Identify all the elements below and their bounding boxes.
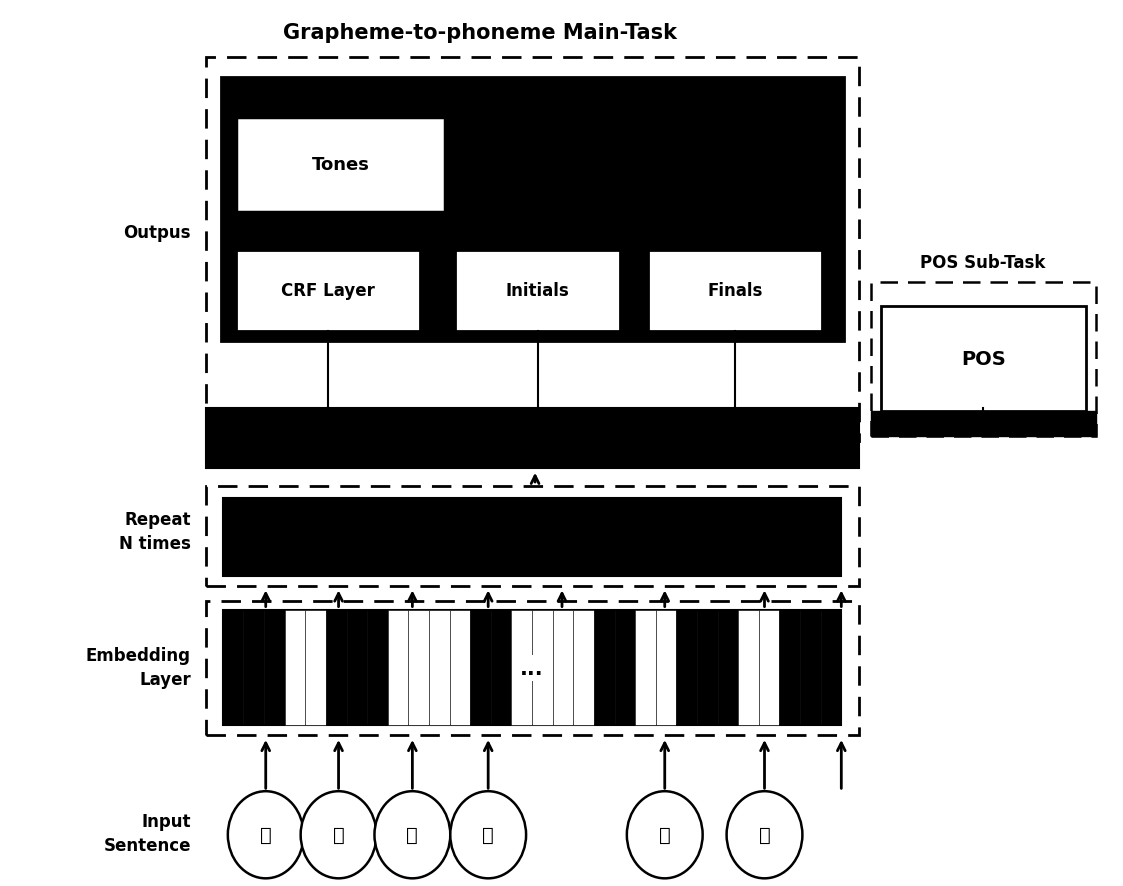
Text: 书: 书	[332, 826, 345, 844]
Bar	[871, 412, 1096, 437]
Bar	[532, 610, 553, 726]
Bar	[648, 251, 822, 332]
Bar	[222, 498, 841, 576]
Ellipse shape	[450, 791, 526, 878]
Bar	[429, 610, 449, 726]
Bar	[491, 610, 511, 726]
Bar	[449, 610, 471, 726]
Text: Initials: Initials	[505, 282, 569, 300]
Bar	[206, 58, 859, 441]
Bar	[614, 610, 636, 726]
Text: Finals: Finals	[707, 282, 763, 300]
Bar	[656, 610, 676, 726]
Bar	[636, 610, 656, 726]
Text: 给: 给	[659, 826, 670, 844]
Text: 归: 归	[407, 826, 418, 844]
Bar	[676, 610, 697, 726]
Text: ...: ...	[520, 658, 544, 678]
Bar	[221, 78, 844, 342]
Bar	[759, 610, 779, 726]
Bar	[244, 610, 264, 726]
Bar	[471, 610, 491, 726]
Bar	[594, 610, 614, 726]
Text: Grapheme-to-phoneme Main-Task: Grapheme-to-phoneme Main-Task	[283, 23, 677, 43]
Text: POS Sub-Task: POS Sub-Task	[920, 253, 1046, 271]
Bar	[236, 251, 420, 332]
Ellipse shape	[228, 791, 303, 878]
Bar	[264, 610, 285, 726]
Bar	[347, 610, 367, 726]
Ellipse shape	[374, 791, 450, 878]
Bar	[206, 408, 859, 469]
Bar	[206, 486, 859, 586]
Ellipse shape	[627, 791, 703, 878]
Ellipse shape	[727, 791, 803, 878]
Text: Repeat
N times: Repeat N times	[119, 510, 191, 552]
Bar	[511, 610, 532, 726]
Bar	[236, 118, 446, 213]
Text: 将: 将	[259, 826, 272, 844]
Bar	[305, 610, 326, 726]
Text: Tones: Tones	[311, 156, 369, 175]
Text: Input
Sentence: Input Sentence	[103, 812, 191, 853]
Bar	[285, 610, 305, 726]
Text: Outpus: Outpus	[124, 223, 191, 241]
Text: Embedding
Layer: Embedding Layer	[86, 647, 191, 688]
Bar	[222, 610, 841, 726]
Bar	[882, 307, 1086, 412]
Bar	[779, 610, 800, 726]
Bar	[697, 610, 718, 726]
Bar	[800, 610, 821, 726]
Bar	[553, 610, 574, 726]
Text: 还: 还	[482, 826, 494, 844]
Bar	[206, 601, 859, 735]
Bar	[387, 610, 409, 726]
Bar	[871, 282, 1096, 437]
Bar	[222, 610, 244, 726]
Bar	[738, 610, 759, 726]
Bar	[367, 610, 387, 726]
Bar	[455, 251, 620, 332]
Bar	[718, 610, 738, 726]
Text: POS: POS	[961, 350, 1006, 369]
Bar	[409, 610, 429, 726]
Bar	[821, 610, 841, 726]
Bar	[326, 610, 347, 726]
Ellipse shape	[301, 791, 376, 878]
Text: CRF Layer: CRF Layer	[281, 282, 375, 300]
Text: 我: 我	[759, 826, 770, 844]
Bar	[574, 610, 594, 726]
